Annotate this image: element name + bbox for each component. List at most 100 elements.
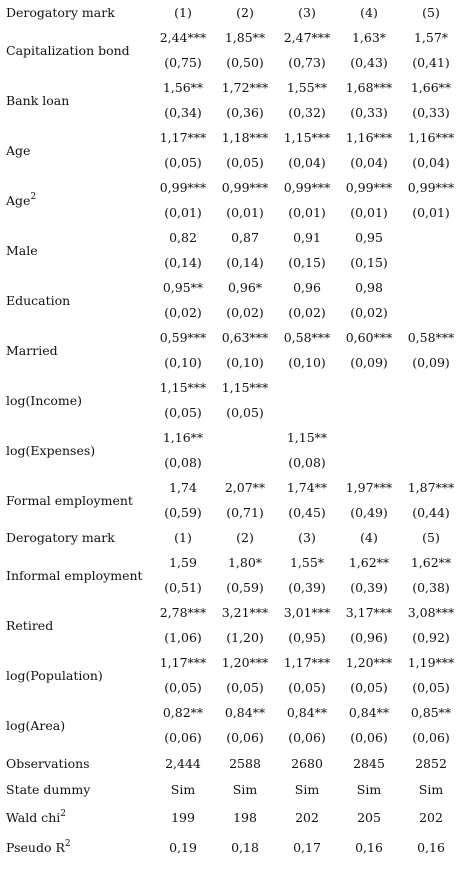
coef-row: log(Population) 1,17*** 1,20*** 1,17*** … bbox=[0, 650, 462, 683]
se-cell: (0,50) bbox=[226, 55, 264, 70]
stat-cell: 2680 bbox=[291, 755, 323, 771]
coef-cell bbox=[276, 375, 338, 400]
variable-label: Capitalization bond bbox=[6, 42, 130, 58]
coef-cell: 0,63*** bbox=[221, 330, 269, 345]
stat-cell: 0,16 bbox=[417, 839, 445, 855]
coef-row: Education 0,95** 0,96* 0,96 0,98 bbox=[0, 275, 462, 308]
stat-cell: 2588 bbox=[229, 755, 261, 771]
coef-cell: 1,20*** bbox=[221, 655, 269, 670]
column-header: (4) bbox=[360, 5, 378, 20]
se-cell: (0,32) bbox=[288, 105, 326, 120]
stat-cell: 202 bbox=[295, 809, 319, 825]
se-cell: (1,06) bbox=[164, 630, 202, 645]
superscript: 2 bbox=[30, 191, 37, 202]
se-cell: (0,05) bbox=[164, 405, 202, 420]
se-cell: (0,05) bbox=[226, 155, 264, 170]
se-cell: (0,36) bbox=[226, 105, 264, 120]
coef-cell: 2,07** bbox=[224, 480, 266, 495]
coef-cell: 1,15** bbox=[286, 430, 328, 445]
coef-cell: 0,87 bbox=[231, 230, 259, 245]
stat-cell: 2,444 bbox=[165, 755, 201, 771]
se-cell: (0,05) bbox=[164, 680, 202, 695]
coef-cell: 0,95** bbox=[162, 280, 204, 295]
stats-row: Pseudo R2 0,19 0,18 0,17 0,16 0,16 bbox=[0, 832, 462, 862]
se-cell: (0,10) bbox=[226, 355, 264, 370]
variable-label: Informal employment bbox=[6, 567, 143, 583]
stat-cell: 202 bbox=[419, 809, 443, 825]
stat-cell: Sim bbox=[356, 781, 382, 797]
se-row: (0,34) (0,36) (0,32) (0,33) (0,33) bbox=[0, 100, 462, 125]
column-header: (4) bbox=[360, 530, 378, 545]
se-cell: (0,08) bbox=[164, 455, 202, 470]
header-label: Derogatory mark bbox=[6, 5, 115, 20]
coef-cell: 0,82 bbox=[169, 230, 197, 245]
column-header: (2) bbox=[236, 5, 254, 20]
coef-cell: 0,95 bbox=[355, 230, 383, 245]
coef-cell: 1,15*** bbox=[283, 130, 331, 145]
se-cell: (0,06) bbox=[226, 730, 264, 745]
coef-row: Informal employment 1,59 1,80* 1,55* 1,6… bbox=[0, 550, 462, 583]
stat-label: Pseudo R2 bbox=[0, 832, 152, 862]
se-cell: (0,01) bbox=[288, 205, 326, 220]
coef-cell bbox=[400, 225, 462, 250]
stat-label: Wald chi2 bbox=[0, 802, 152, 832]
coef-cell: 1,87*** bbox=[407, 480, 455, 495]
se-cell: (0,39) bbox=[288, 580, 326, 595]
coef-cell: 0,96 bbox=[293, 280, 321, 295]
se-cell bbox=[214, 450, 276, 475]
coef-cell: 0,84** bbox=[348, 705, 390, 720]
se-row: (0,05) (0,05) (0,04) (0,04) (0,04) bbox=[0, 150, 462, 175]
coef-cell: 1,97*** bbox=[345, 480, 393, 495]
coef-cell bbox=[400, 275, 462, 300]
coef-row: Capitalization bond 2,44*** 1,85** 2,47*… bbox=[0, 25, 462, 58]
se-cell: (0,14) bbox=[164, 255, 202, 270]
coef-cell: 2,78*** bbox=[159, 605, 207, 620]
coef-cell: 0,91 bbox=[293, 230, 321, 245]
variable-label: Education bbox=[6, 292, 71, 308]
superscript: 2 bbox=[60, 808, 66, 819]
se-cell: (0,92) bbox=[412, 630, 450, 645]
se-cell bbox=[400, 400, 462, 425]
se-cell: (0,02) bbox=[288, 305, 326, 320]
coef-cell: 1,15*** bbox=[221, 380, 269, 395]
se-cell: (0,05) bbox=[164, 155, 202, 170]
variable-label: Bank loan bbox=[6, 92, 70, 108]
header-row: Derogatory mark (1) (2) (3) (4) (5) bbox=[0, 525, 462, 550]
variable-label: log(Expenses) bbox=[6, 442, 96, 458]
stats-row: Wald chi2 199 198 202 205 202 bbox=[0, 802, 462, 832]
se-cell: (0,59) bbox=[164, 505, 202, 520]
variable-label: Retired bbox=[6, 617, 54, 633]
coef-cell: 0,84** bbox=[224, 705, 266, 720]
coef-cell bbox=[338, 375, 400, 400]
stat-label-text: Wald chi bbox=[6, 809, 61, 825]
coef-cell: 1,55** bbox=[286, 80, 328, 95]
column-header: (1) bbox=[174, 5, 192, 20]
coef-cell: 1,59 bbox=[169, 555, 197, 570]
coef-cell: 1,74 bbox=[169, 480, 197, 495]
column-header: (3) bbox=[298, 530, 316, 545]
coef-cell: 0,84** bbox=[286, 705, 328, 720]
coef-cell: 0,98 bbox=[355, 280, 383, 295]
se-row: (0,59) (0,71) (0,45) (0,49) (0,44) bbox=[0, 500, 462, 525]
coef-row: Bank loan 1,56** 1,72*** 1,55** 1,68*** … bbox=[0, 75, 462, 108]
se-cell: (0,08) bbox=[288, 455, 326, 470]
se-row: (1,06) (1,20) (0,95) (0,96) (0,92) bbox=[0, 625, 462, 650]
stat-cell: Sim bbox=[170, 781, 196, 797]
se-cell bbox=[276, 400, 338, 425]
coef-cell: 1,62** bbox=[410, 555, 452, 570]
se-cell bbox=[400, 450, 462, 475]
se-cell: (0,51) bbox=[164, 580, 202, 595]
coef-cell: 2,47*** bbox=[283, 30, 331, 45]
coef-row: log(Income) 1,15*** 1,15*** bbox=[0, 375, 462, 408]
coef-cell: 1,68*** bbox=[345, 80, 393, 95]
se-cell: (0,04) bbox=[412, 155, 450, 170]
se-cell: (0,96) bbox=[350, 630, 388, 645]
se-row: (0,75) (0,50) (0,73) (0,43) (0,41) bbox=[0, 50, 462, 75]
se-cell: (0,02) bbox=[350, 305, 388, 320]
se-cell: (0,06) bbox=[164, 730, 202, 745]
stat-cell: 2852 bbox=[415, 755, 447, 771]
coef-cell: 1,15*** bbox=[159, 380, 207, 395]
coef-cell bbox=[214, 425, 276, 450]
se-row: (0,10) (0,10) (0,10) (0,09) (0,09) bbox=[0, 350, 462, 375]
stats-row: State dummy Sim Sim Sim Sim Sim bbox=[0, 776, 462, 802]
